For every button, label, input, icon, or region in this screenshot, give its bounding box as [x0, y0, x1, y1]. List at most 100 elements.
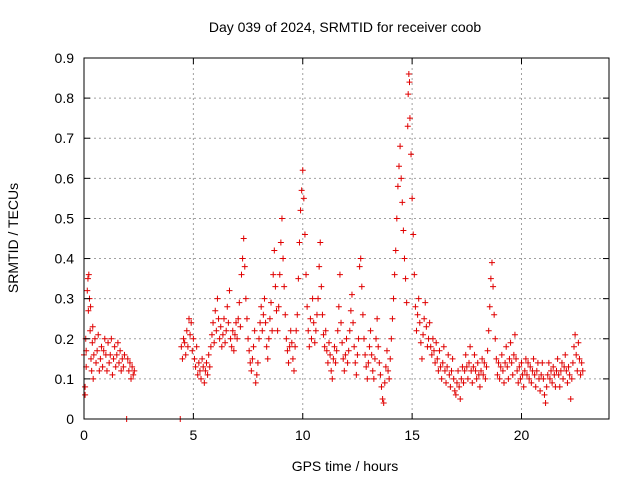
data-point [268, 299, 275, 306]
data-point [111, 343, 118, 350]
data-point [229, 327, 236, 334]
data-point [392, 247, 399, 254]
x-tick-label: 0 [80, 427, 88, 443]
data-point [340, 355, 347, 362]
data-point [433, 339, 440, 346]
data-point [215, 315, 222, 322]
data-point [87, 327, 94, 334]
data-point [391, 271, 398, 278]
data-point [309, 295, 316, 302]
data-point [541, 391, 548, 398]
data-point [85, 307, 92, 314]
data-point [503, 343, 510, 350]
data-point [427, 343, 434, 350]
data-point [439, 359, 446, 366]
data-point [404, 123, 411, 130]
x-tick-label: 20 [514, 427, 530, 443]
data-point [117, 347, 124, 354]
data-point [287, 327, 294, 334]
data-point [528, 379, 535, 386]
data-point [548, 367, 555, 374]
data-point [225, 319, 232, 326]
data-point [381, 379, 388, 386]
data-point [106, 359, 113, 366]
plot-frame [83, 57, 610, 420]
data-point [97, 355, 104, 362]
data-point [211, 339, 218, 346]
x-tick-label: 10 [295, 427, 311, 443]
data-point [516, 363, 523, 370]
data-point [193, 343, 200, 350]
data-point [363, 363, 370, 370]
data-point [350, 319, 357, 326]
data-point [498, 351, 505, 358]
data-point [434, 355, 441, 362]
data-point [120, 363, 127, 370]
data-point [242, 295, 249, 302]
data-point [274, 327, 281, 334]
data-point [545, 359, 552, 366]
data-point [87, 303, 94, 310]
data-point [261, 295, 268, 302]
data-point [206, 363, 213, 370]
data-point [563, 367, 570, 374]
data-point [298, 187, 305, 194]
data-point [405, 91, 412, 98]
data-point [219, 331, 226, 338]
data-point [446, 371, 453, 378]
y-tick-label: 0.8 [55, 90, 75, 106]
data-point [178, 343, 185, 350]
data-point [328, 367, 335, 374]
data-point [90, 375, 97, 382]
data-point [514, 367, 521, 374]
data-point [577, 371, 584, 378]
data-point [482, 375, 489, 382]
data-point [544, 371, 551, 378]
data-point [410, 231, 417, 238]
data-point [531, 371, 538, 378]
data-point [210, 319, 217, 326]
data-point [470, 363, 477, 370]
data-point [417, 339, 424, 346]
data-point [549, 379, 556, 386]
data-point [467, 343, 474, 350]
data-point [389, 315, 396, 322]
data-point [89, 323, 96, 330]
data-point [367, 327, 374, 334]
data-point [398, 175, 405, 182]
data-point [515, 379, 522, 386]
data-point [504, 363, 511, 370]
data-point [342, 351, 349, 358]
data-point [574, 367, 581, 374]
data-point [329, 375, 336, 382]
data-point [527, 363, 534, 370]
data-point [264, 355, 271, 362]
data-point [256, 335, 262, 342]
data-point [445, 351, 452, 358]
data-point [418, 355, 425, 362]
data-point [95, 331, 102, 338]
data-point [296, 239, 303, 246]
data-point [322, 327, 329, 334]
data-point [436, 347, 443, 354]
data-point [496, 375, 503, 382]
data-point [371, 355, 378, 362]
data-point [289, 355, 296, 362]
data-point [558, 359, 565, 366]
data-point [125, 367, 132, 374]
data-point [186, 315, 192, 322]
data-point [272, 283, 279, 290]
data-point [182, 351, 189, 358]
data-point [359, 311, 366, 318]
data-point [306, 343, 313, 350]
data-point [352, 359, 359, 366]
data-point [554, 355, 561, 362]
data-point [283, 335, 290, 342]
data-point [319, 311, 326, 318]
data-point [374, 315, 381, 322]
data-point [311, 339, 318, 346]
y-axis-label: SRMTID / TECUs [5, 183, 21, 293]
data-point [282, 311, 289, 318]
data-point [252, 379, 259, 386]
